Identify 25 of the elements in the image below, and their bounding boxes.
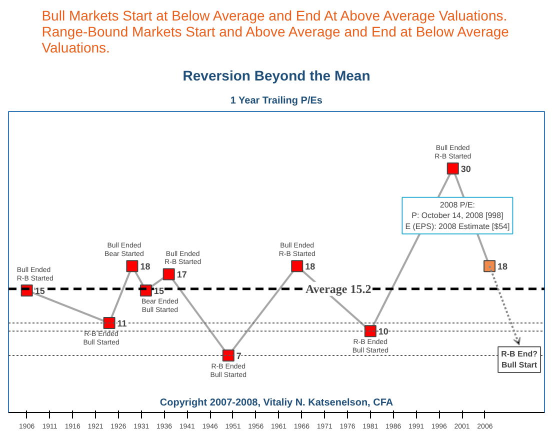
data-label: 18 — [140, 262, 150, 272]
chart-subtitle: 1 Year Trailing P/Es — [230, 96, 323, 106]
data-label: 11 — [117, 318, 127, 329]
data-label: 15 — [154, 286, 164, 296]
data-label: 18 — [498, 262, 508, 272]
data-label: 15 — [34, 286, 45, 296]
annotation: Copyright 2007-2008, Vitaliy N. Katsenelson, CFA — [160, 398, 394, 408]
data-label: 7 — [236, 351, 242, 362]
point — [484, 260, 496, 272]
annotation: R-B End? Bull Start — [501, 350, 538, 370]
point — [103, 317, 116, 330]
ref-line-label: Average 15.2 — [305, 282, 372, 296]
point — [126, 260, 138, 272]
point — [162, 268, 175, 280]
point — [446, 162, 459, 174]
point — [291, 260, 304, 272]
chart-title: Reversion Beyond the Mean — [182, 68, 370, 84]
data-label: 10 — [378, 326, 388, 337]
data-label: 18 — [305, 262, 316, 272]
annotation: 2008 P/E: P: October 14, 2008 [998] E (EPS): 2008 Estimate [$54] — [405, 200, 510, 231]
point — [364, 325, 376, 338]
point — [222, 350, 234, 362]
data-label: 17 — [176, 270, 187, 280]
data-label: 30 — [460, 164, 471, 174]
text: Bull Markets Start at Below Average and End At Above Average Valuations. Range-Bound Markets Start and Above Average and End at Below Average Valuations. — [42, 8, 510, 56]
